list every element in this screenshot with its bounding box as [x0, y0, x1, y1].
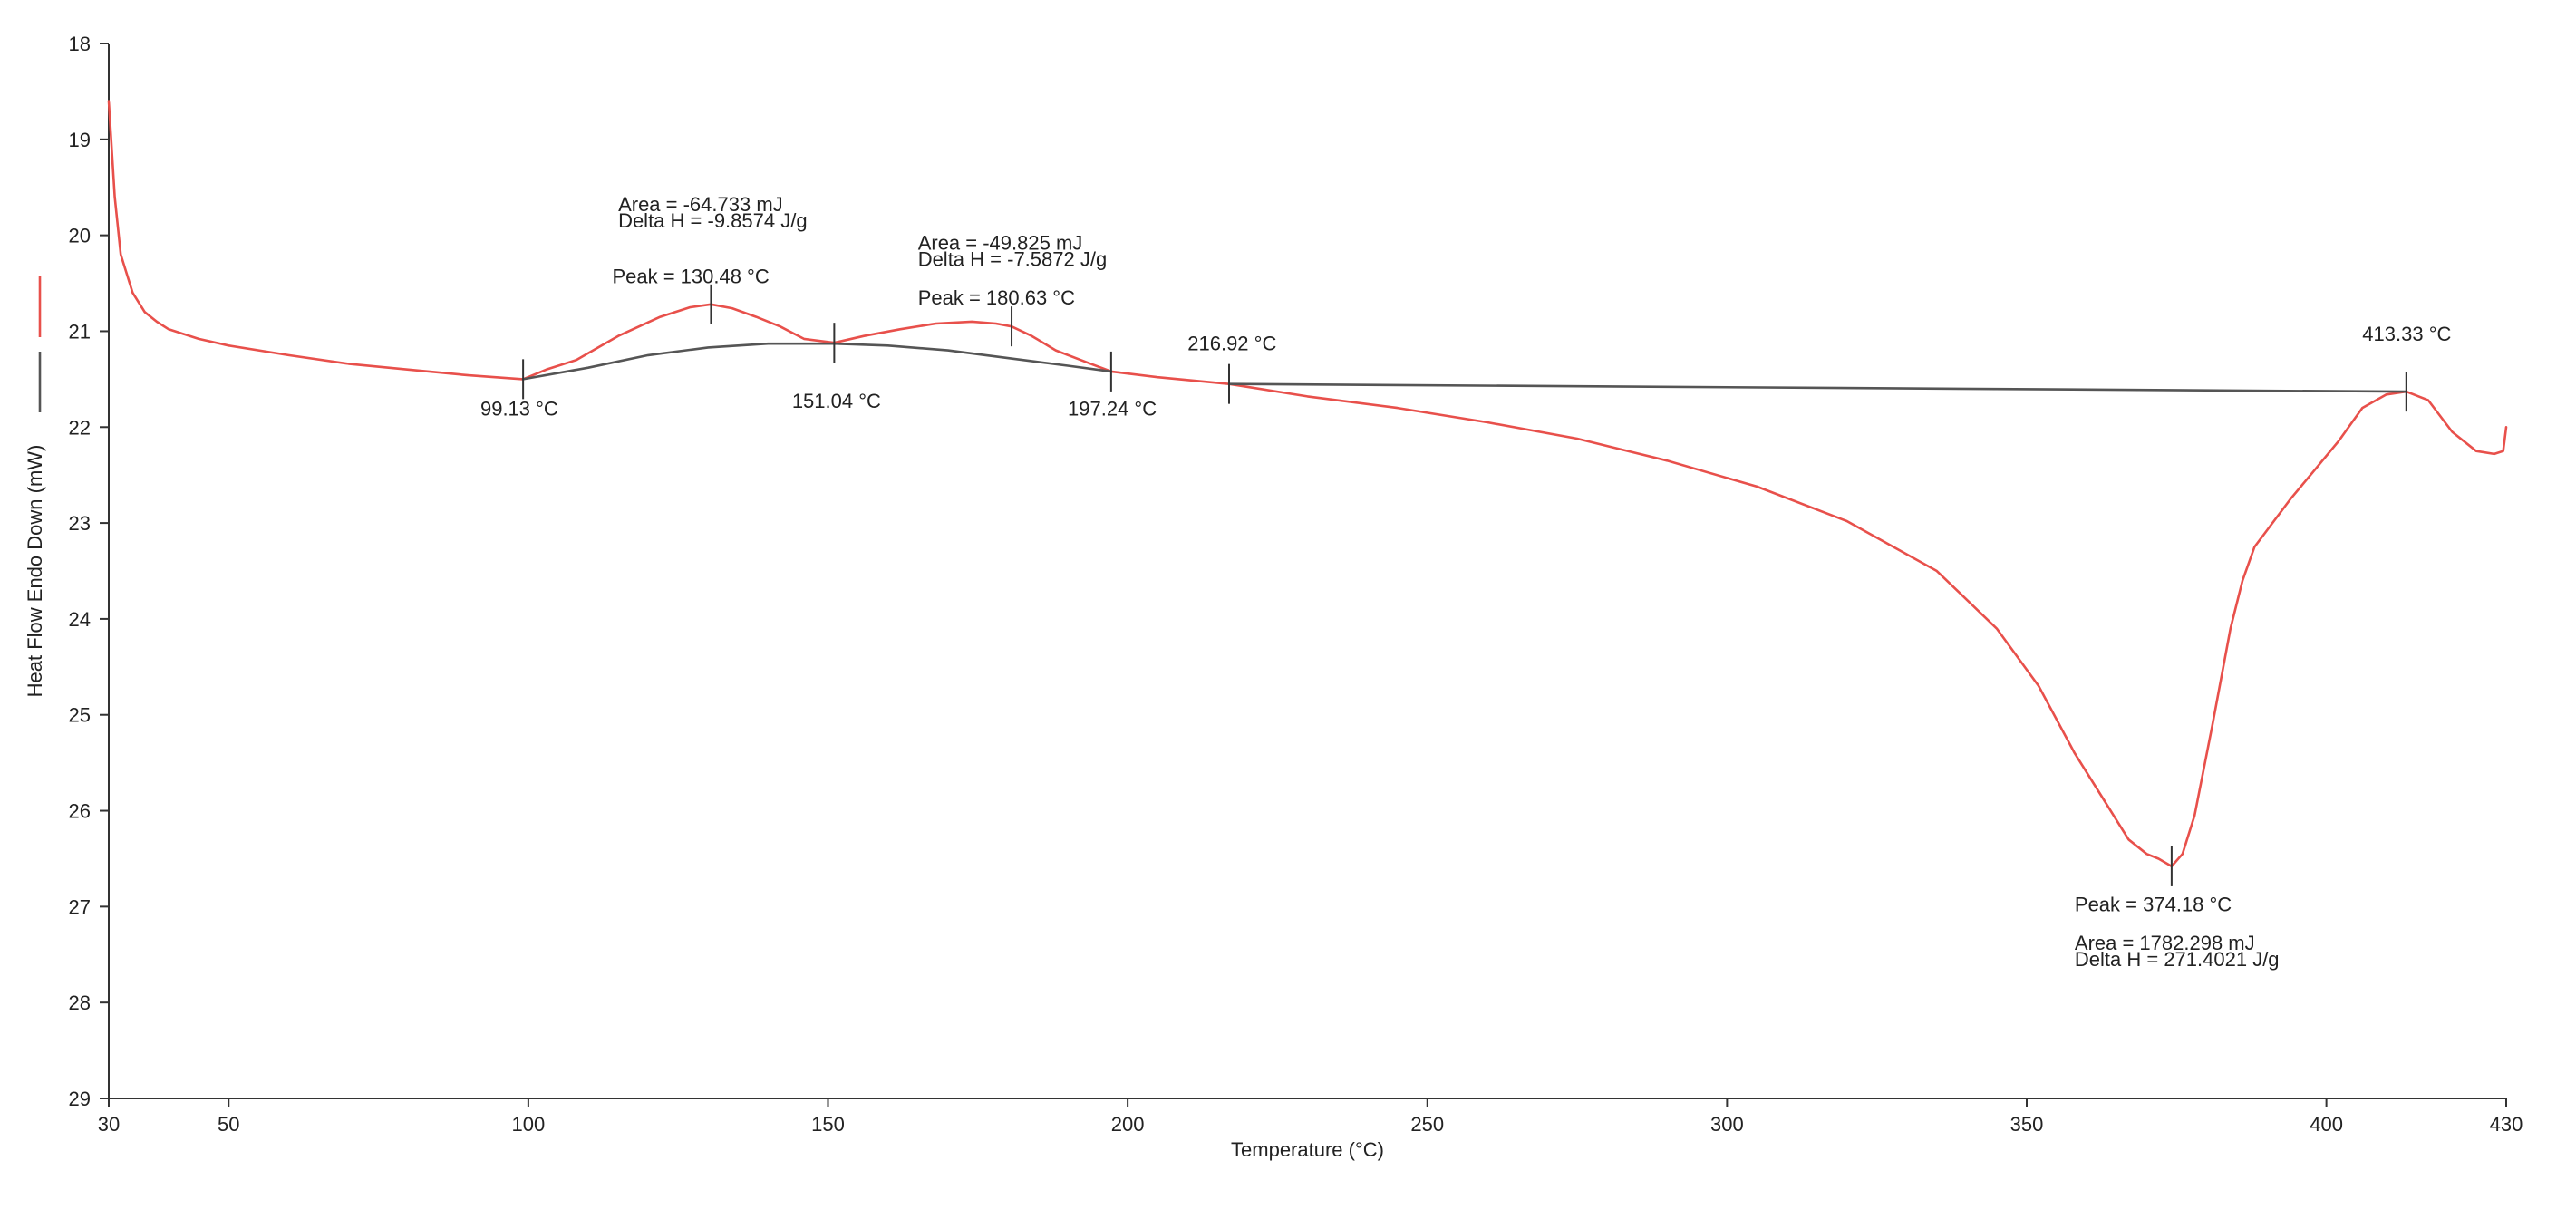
- annotation-label: 99.13 °C: [480, 398, 558, 421]
- annotation-label: Peak = 374.18 °C: [2075, 894, 2232, 916]
- x-tick-label: 400: [2310, 1113, 2343, 1136]
- y-tick-label: 18: [69, 33, 91, 55]
- annotation-label: Peak = 130.48 °C: [612, 266, 769, 288]
- axes: [108, 44, 2506, 1099]
- series-line-2: [1227, 382, 2408, 393]
- annotation-label: Area = -49.825 mJ Delta H = -7.5872 J/g: [918, 232, 1108, 271]
- y-tick-label: 28: [69, 991, 91, 1014]
- annotation-line: 151.04 °C: [792, 390, 881, 412]
- annotation-line: Delta H = -7.5872 J/g: [918, 248, 1108, 271]
- markers: [522, 284, 2407, 886]
- annotation-line: Delta H = -9.8574 J/g: [618, 209, 808, 232]
- y-tick-label: 26: [69, 800, 91, 823]
- annotation-line: Peak = 130.48 °C: [612, 266, 769, 288]
- x-tick-label: 250: [1410, 1113, 1444, 1136]
- series-line-1: [521, 342, 1113, 381]
- annotation-line: Area = -64.733 mJ: [618, 193, 783, 216]
- y-axis-title: Heat Flow Endo Down (mW): [24, 445, 46, 698]
- x-tick-label: 300: [1710, 1113, 1744, 1136]
- y-tick-label: 29: [69, 1088, 91, 1110]
- y-tick-label: 25: [69, 704, 91, 727]
- annotation-line: Area = -49.825 mJ: [918, 232, 1083, 255]
- annotation-label: 197.24 °C: [1068, 398, 1157, 421]
- annotation-line: Peak = 374.18 °C: [2075, 894, 2232, 916]
- series-group: [107, 100, 2508, 868]
- x-tick-label: 350: [2010, 1113, 2044, 1136]
- x-tick-label: 150: [811, 1113, 845, 1136]
- x-tick-label: 100: [512, 1113, 546, 1136]
- annotation-line: Peak = 180.63 °C: [918, 286, 1075, 309]
- annotation-label: 151.04 °C: [792, 390, 881, 412]
- series-line-0: [107, 100, 2508, 868]
- annotation-label: Area = 1782.298 mJ Delta H = 271.4021 J/g: [2075, 932, 2280, 971]
- y-tick-label: 20: [69, 225, 91, 247]
- annotation-line: Area = 1782.298 mJ: [2075, 932, 2255, 954]
- y-tick-label: 24: [69, 608, 91, 631]
- annotation-line: 413.33 °C: [2362, 323, 2451, 345]
- x-tick-label: 430: [2490, 1113, 2523, 1136]
- x-tick-label: 50: [218, 1113, 239, 1136]
- y-tick-label: 22: [69, 416, 91, 439]
- y-tick-label: 21: [69, 320, 91, 343]
- x-tick-label: 30: [98, 1113, 120, 1136]
- annotation-label: Peak = 180.63 °C: [918, 286, 1075, 309]
- ticks: 30 50 100 150 200 250 300 350 400 430 18 19 20 21 22 23…: [69, 33, 2523, 1136]
- annotations: Area = -64.733 mJ Delta H = -9.8574 J/g Pe…: [480, 193, 2452, 971]
- y-tick-label: 23: [69, 512, 91, 535]
- annotation-label: 413.33 °C: [2362, 323, 2451, 345]
- annotation-line: 197.24 °C: [1068, 398, 1157, 421]
- annotation-line: 99.13 °C: [480, 398, 558, 421]
- x-axis-title: Temperature (°C): [1231, 1138, 1384, 1161]
- y-tick-label: 19: [69, 129, 91, 151]
- annotation-line: 216.92 °C: [1187, 333, 1276, 355]
- annotation-label: 216.92 °C: [1187, 333, 1276, 355]
- x-tick-label: 200: [1111, 1113, 1145, 1136]
- y-tick-label: 27: [69, 895, 91, 918]
- annotation-line: Delta H = 271.4021 J/g: [2075, 948, 2280, 971]
- annotation-label: Area = -64.733 mJ Delta H = -9.8574 J/g: [618, 193, 808, 232]
